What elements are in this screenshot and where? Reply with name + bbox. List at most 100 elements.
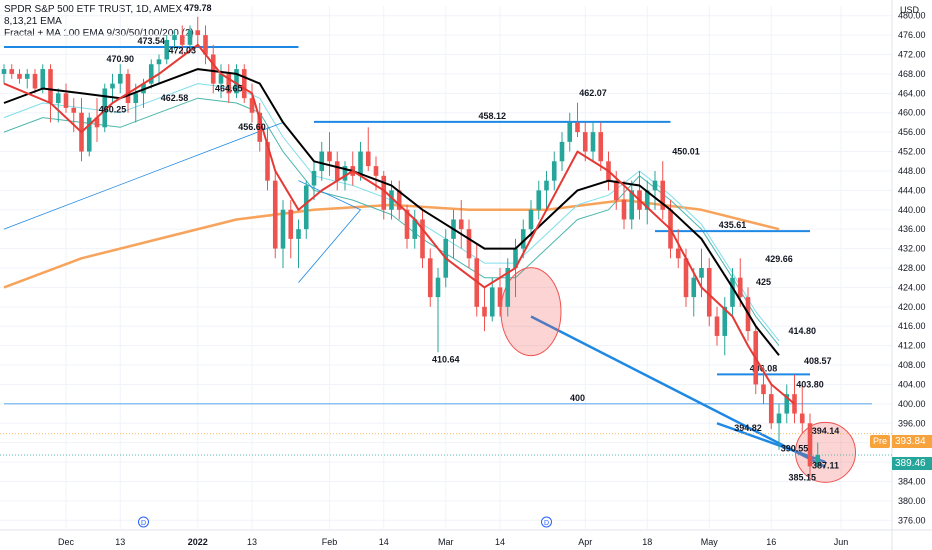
y-tick-label: 412.00: [898, 341, 926, 351]
triangle-pattern: [298, 180, 362, 283]
ema-indicator-label[interactable]: 8,13,21 EMA: [4, 16, 62, 27]
ema-fast-line: [3, 43, 796, 405]
candle-body: [55, 93, 61, 104]
price-annotation: 394.14: [812, 426, 840, 436]
candle: [505, 258, 511, 317]
candle-body: [435, 277, 441, 298]
y-tick-label: 436.00: [898, 224, 926, 234]
trend-line-lower: [530, 315, 827, 469]
level-label: 435.61: [719, 220, 747, 230]
candle-body: [249, 98, 255, 113]
candle: [17, 69, 22, 84]
candle-body: [699, 268, 704, 278]
dividend-circle: [541, 516, 552, 528]
x-tick-label: 18: [642, 537, 652, 547]
candle: [776, 403, 782, 450]
candle: [218, 64, 224, 99]
price-annotation: 464.65: [215, 83, 243, 93]
candle-body: [505, 268, 511, 307]
candle: [528, 200, 534, 239]
candle-body: [296, 229, 301, 239]
candle-body: [311, 170, 317, 186]
y-tick-label: 428.00: [898, 263, 926, 273]
y-tick-label: 380.00: [898, 496, 926, 506]
candle-body: [234, 69, 239, 94]
x-tick-label: 13: [247, 537, 257, 547]
candle: [784, 384, 790, 424]
candle-body: [520, 229, 526, 249]
candle-body: [683, 258, 689, 298]
candle-body: [327, 151, 332, 162]
candle-body: [303, 185, 309, 230]
candle: [675, 229, 681, 268]
candle-body: [396, 190, 402, 210]
candle-body: [389, 190, 394, 210]
candle-body: [94, 117, 100, 128]
price-annotation: 385.15: [788, 473, 816, 483]
candle: [644, 180, 650, 225]
y-tick-label: 452.00: [898, 147, 926, 157]
candle-body: [737, 277, 743, 298]
candle-body: [458, 219, 464, 230]
candle-body: [815, 454, 821, 467]
candle: [319, 141, 325, 181]
candle: [699, 248, 704, 298]
candle-body: [567, 122, 573, 142]
symbol-title[interactable]: SPDR S&P 500 ETF TRUST, 1D, AMEX: [4, 4, 183, 15]
candle: [815, 442, 821, 467]
y-tick-label: 384.00: [898, 476, 926, 486]
y-tick-label: 460.00: [898, 108, 926, 118]
candle-body: [528, 209, 534, 230]
candle: [551, 151, 557, 191]
price-annotation: 408.57: [804, 356, 832, 366]
candle: [257, 103, 263, 152]
price-annotation: 387.11: [812, 460, 839, 470]
candle: [799, 385, 805, 433]
candle-body: [319, 151, 325, 171]
candle-body: [164, 39, 170, 60]
candle-body: [644, 190, 650, 210]
x-tick-label: Apr: [578, 537, 592, 547]
y-tick-label: 464.00: [898, 88, 926, 98]
candle: [94, 98, 100, 142]
premarket-badge: Pre: [870, 435, 890, 448]
candle-body: [544, 180, 549, 191]
candle: [482, 287, 487, 332]
fractal-indicator-label[interactable]: Fractal + MA 100 EMA 9/30/50/100/200 (2): [4, 28, 194, 39]
candle-body: [582, 132, 588, 152]
candle-body: [489, 287, 495, 317]
candle-body: [148, 64, 154, 84]
candle-body: [218, 73, 224, 84]
candle: [768, 384, 774, 429]
x-tick-label: Mar: [438, 537, 454, 547]
candle-body: [71, 107, 77, 113]
dividend-marker-icon: D: [541, 516, 552, 528]
candle: [536, 180, 542, 220]
candle: [559, 132, 565, 171]
candle: [396, 180, 402, 220]
candle-body: [404, 209, 410, 239]
candle: [590, 122, 596, 162]
candle-body: [652, 180, 658, 191]
candle-body: [241, 69, 247, 99]
dividend-letter: D: [141, 520, 146, 527]
candle: [567, 112, 573, 152]
y-tick-label: 456.00: [898, 127, 926, 137]
candle: [187, 25, 193, 50]
candle-body: [17, 73, 22, 79]
candle: [272, 170, 278, 259]
candle-body: [32, 73, 38, 89]
dividend-circle: [138, 516, 149, 528]
candle-body: [714, 316, 720, 336]
candle: [706, 258, 712, 327]
candle: [334, 151, 340, 191]
candle-body: [675, 248, 681, 259]
price-annotation: 394.82: [734, 423, 762, 433]
candle: [389, 180, 394, 220]
candle: [172, 30, 177, 50]
candle-body: [660, 180, 666, 210]
price-annotation: 460.25: [99, 105, 127, 115]
candle-body: [24, 73, 30, 79]
y-tick-label: 480.00: [898, 11, 926, 21]
